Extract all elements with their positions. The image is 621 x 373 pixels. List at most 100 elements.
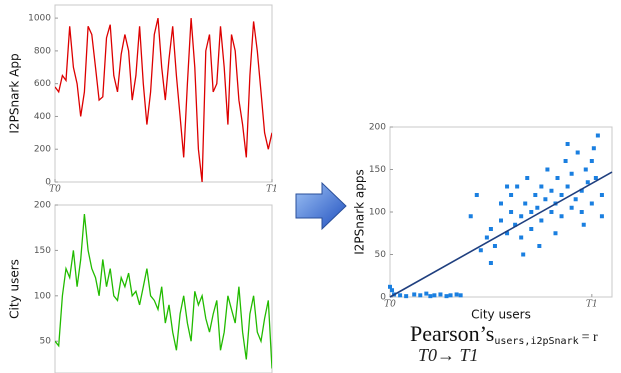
scatter-point (595, 133, 600, 138)
scatter-point (468, 214, 473, 219)
scatter-point (523, 201, 528, 206)
scatter-point (454, 292, 459, 297)
series-line (55, 214, 272, 369)
scatter-point (484, 235, 489, 240)
y-tick-label: 200 (369, 123, 386, 133)
scatter-point (579, 210, 584, 214)
plot-frame (54, 4, 273, 183)
scatter-point (569, 205, 574, 210)
scatter-point (398, 293, 403, 298)
scatter-point (499, 201, 503, 206)
y-tick-label: 0 (45, 178, 51, 188)
scatter-point (529, 210, 534, 214)
x-tick-label: T1 (266, 185, 278, 195)
scatter-point (474, 193, 479, 197)
formula-equals: = r (582, 330, 598, 345)
y-tick-label: 600 (34, 79, 51, 89)
scatter-point (513, 222, 518, 227)
y-tick-label: 50 (40, 337, 52, 347)
scatter-point (573, 197, 578, 202)
scatter-point (418, 293, 423, 298)
scatter-point (581, 222, 586, 227)
scatter-point (559, 193, 564, 197)
y-tick-label: 150 (369, 165, 386, 175)
scatter-point (525, 176, 530, 180)
y-tick-label: 0 (380, 293, 386, 303)
plot-frame (54, 204, 273, 373)
trend-line (389, 171, 613, 298)
scatter-point (575, 150, 580, 155)
x-tick-label: T0 (49, 185, 61, 195)
scatter-point (539, 218, 544, 223)
scatter-point (478, 248, 483, 253)
formula: Pearson’susers,i2pSnark = r (410, 321, 598, 347)
x-tick-label: T0 (384, 300, 396, 310)
series-line (55, 17, 272, 182)
y-axis-label: City users (8, 259, 22, 319)
x-axis-label: City users (471, 308, 531, 322)
scatter-point (599, 193, 604, 197)
scatter-point (424, 291, 429, 296)
scatter-point (438, 292, 443, 297)
scatter-point (404, 294, 409, 299)
y-tick-label: 100 (34, 291, 51, 301)
scatter-point (553, 231, 558, 236)
formula-main: Pearson’s (410, 321, 494, 346)
scatter-point (529, 227, 534, 231)
scatter-point (583, 167, 588, 172)
y-tick-label: 1000 (28, 14, 51, 24)
y-tick-label: 200 (34, 201, 51, 211)
scatter-point (539, 184, 544, 189)
formula-range: T0→ T1 (418, 345, 479, 365)
scatter-point (591, 146, 596, 151)
scatter-point (565, 184, 570, 189)
scatter-point (515, 184, 520, 189)
scatter-point (555, 176, 560, 180)
scatter-point (492, 244, 497, 248)
scatter-point (499, 218, 503, 223)
scatter-point (388, 284, 392, 289)
scatter-point (549, 210, 554, 214)
scatter-point (428, 294, 433, 299)
scatter-point (589, 201, 594, 206)
scatter-point (579, 188, 584, 193)
scatter-point (509, 210, 514, 214)
scatter-point (589, 159, 594, 163)
scatter-point (585, 180, 590, 185)
scatter-point (448, 293, 453, 298)
scatter-point (569, 171, 574, 176)
scatter-point (565, 142, 570, 146)
scatter-point (519, 235, 524, 240)
y-tick-label: 150 (34, 246, 51, 256)
y-tick-label: 200 (34, 145, 51, 155)
scatter-point (545, 167, 550, 172)
scatter-point (488, 261, 493, 265)
scatter-point (521, 252, 526, 257)
y-axis-label: I2PSnark App (8, 53, 22, 133)
scatter-point (505, 184, 510, 189)
scatter-point (543, 197, 548, 202)
scatter-point (390, 288, 395, 293)
y-axis-label: I2PSnark apps (353, 169, 367, 255)
scatter-point (505, 231, 510, 236)
scatter-point (593, 176, 598, 180)
scatter-point (412, 292, 417, 297)
scatter-point (509, 193, 514, 197)
formula-subscript: users,i2pSnark (494, 336, 578, 347)
scatter-point (559, 214, 564, 219)
scatter-point (535, 205, 540, 210)
scatter-point (488, 227, 493, 231)
scatter-point (599, 214, 604, 219)
scatter-point (537, 244, 542, 248)
y-tick-label: 400 (34, 112, 51, 122)
y-tick-label: 50 (375, 250, 387, 260)
y-tick-label: 800 (34, 46, 51, 56)
x-tick-label: T1 (586, 300, 598, 310)
scatter-point (519, 214, 524, 219)
scatter-point (444, 294, 449, 299)
scatter-point (563, 159, 568, 163)
scatter-point (533, 193, 538, 197)
arrow (295, 181, 347, 231)
y-tick-label: 100 (369, 208, 386, 218)
